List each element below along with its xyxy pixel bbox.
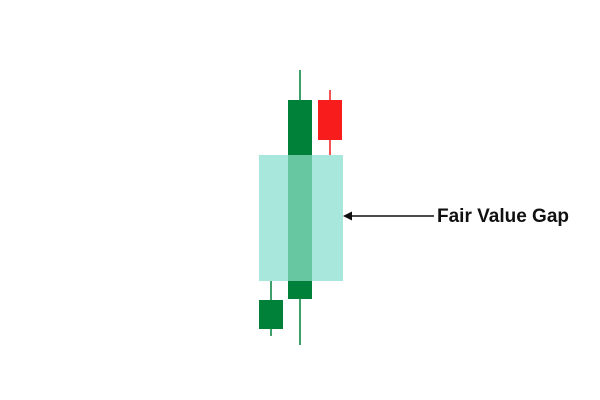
candle-3 (318, 90, 342, 155)
arrow-head (343, 211, 352, 221)
candle-1 (259, 281, 283, 336)
annotation-label: Fair Value Gap (437, 206, 569, 227)
candle-body (318, 100, 342, 140)
candle-body (259, 300, 283, 329)
gap-overlap (288, 155, 312, 281)
annotation-arrow (343, 211, 434, 221)
fair-value-gap-zone (259, 155, 343, 281)
